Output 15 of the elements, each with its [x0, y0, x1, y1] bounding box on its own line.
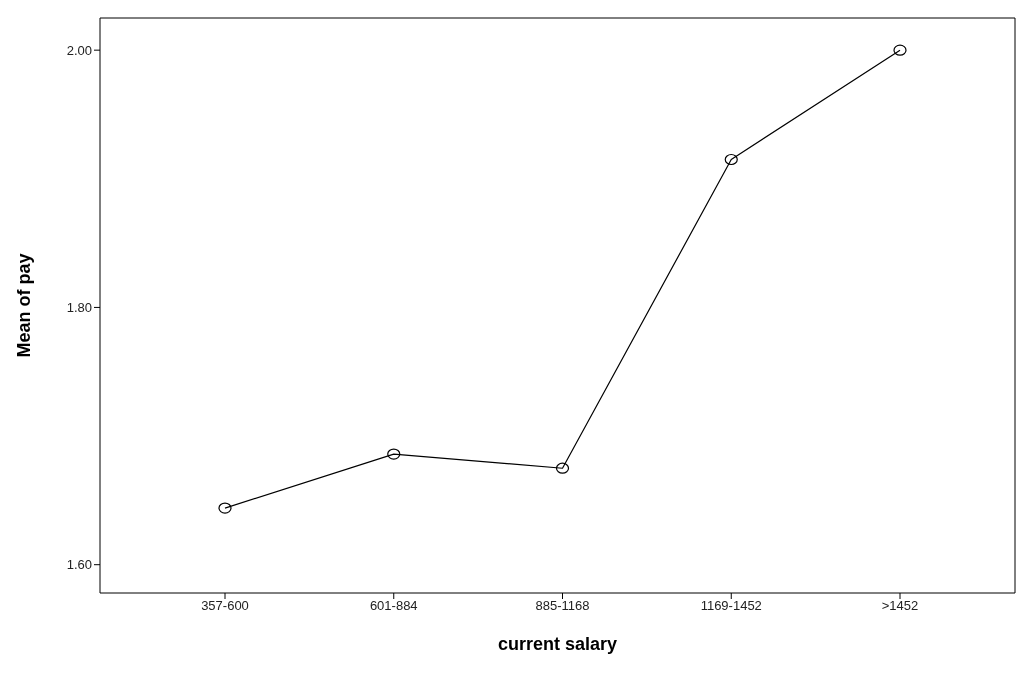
point	[893, 44, 907, 56]
point	[218, 502, 232, 514]
point	[724, 153, 738, 166]
point	[555, 462, 570, 474]
x-tick-label: 357-600	[201, 598, 249, 614]
point	[387, 448, 401, 460]
y-axis-title: Mean of pay	[14, 253, 35, 358]
y-tick-label: 2.00	[66, 42, 92, 58]
x-axis-title: current salary	[497, 634, 618, 654]
y-tick-label: 1.60	[66, 557, 92, 573]
x-tick-label: 601-884	[369, 598, 418, 614]
x-tick-label: 885-1168	[535, 598, 590, 614]
x-tick-label: >1452	[881, 598, 919, 614]
y-tick-label: 1.80	[66, 300, 92, 316]
x-tick-label: 1169-1452	[700, 598, 762, 614]
